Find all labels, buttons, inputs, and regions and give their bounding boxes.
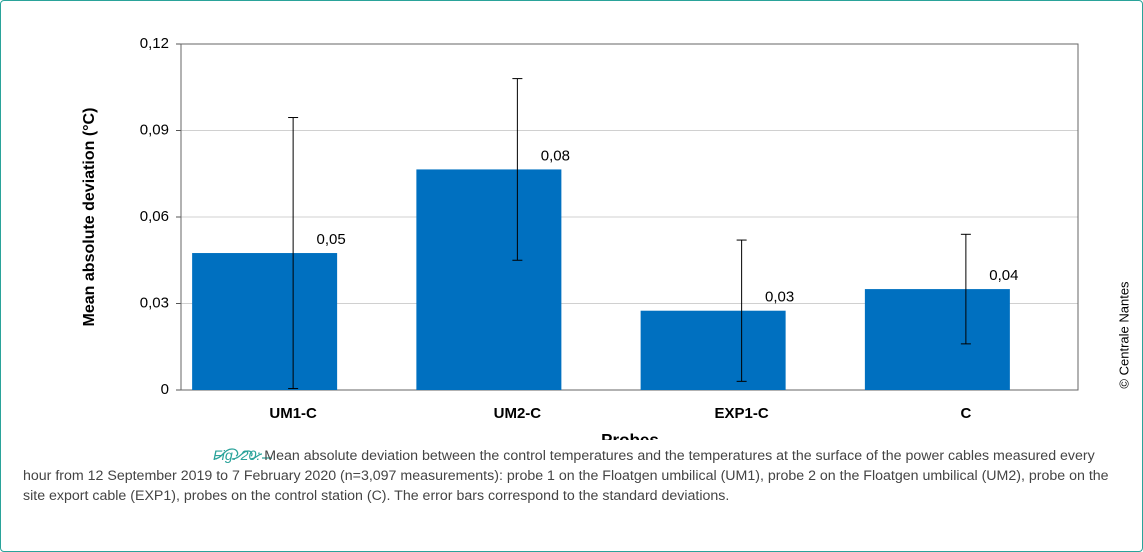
y-tick-label: 0,09 (140, 121, 169, 138)
y-tick-label: 0,12 (140, 35, 169, 52)
wave-icon (213, 448, 272, 460)
y-tick-label: 0,03 (140, 294, 169, 311)
y-tick-label: 0,06 (140, 208, 169, 225)
x-axis-title: Probes (601, 430, 659, 440)
y-tick-label: 0 (161, 381, 169, 398)
x-tick-label: EXP1-C (715, 405, 769, 422)
x-tick-label: C (960, 405, 971, 422)
bar (864, 289, 1010, 390)
x-tick-label: UM1-C (269, 405, 317, 422)
value-label: 0,05 (317, 231, 346, 248)
bar (416, 169, 562, 390)
value-label: 0,08 (541, 147, 570, 164)
caption-text: Mean absolute deviation between the cont… (23, 448, 1109, 504)
chart: Mean absolute deviation (°C) Probes © Ce… (81, 35, 1131, 440)
bar (192, 253, 338, 390)
value-label: 0,04 (989, 267, 1018, 284)
caption-label: Fig. 20: (213, 448, 261, 464)
bar (640, 310, 786, 390)
x-tick-label: UM2-C (494, 405, 542, 422)
copyright: © Centrale Nantes (1116, 281, 1131, 389)
caption: Fig. 20: Mean absolute deviation between… (23, 446, 1123, 506)
y-axis-title: Mean absolute deviation (°C) (81, 108, 98, 327)
plot-frame (180, 43, 1079, 391)
value-label: 0,03 (765, 289, 794, 306)
